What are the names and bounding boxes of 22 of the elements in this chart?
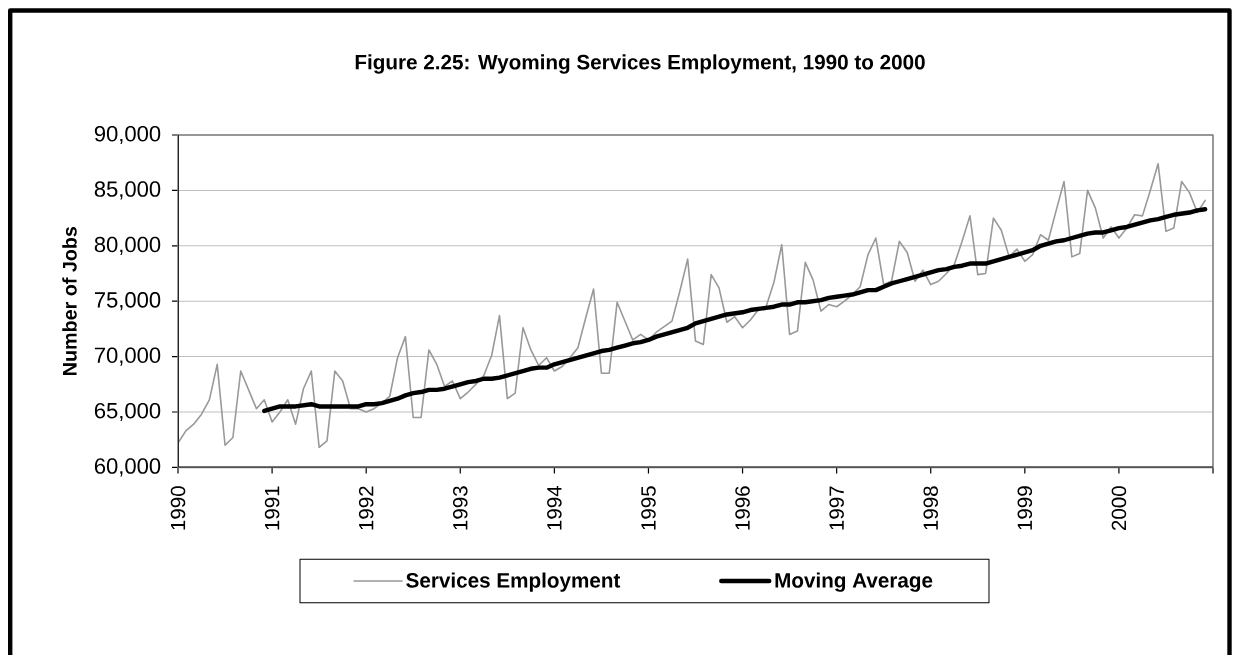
- x-tick-label: 1992: [358, 486, 374, 530]
- chart-title: Figure 2.25: Wyoming Services Employment, 1990 to 2000: [355, 54, 925, 74]
- y-tick-label: 85,000: [94, 181, 161, 200]
- x-tick-label: 1994: [547, 486, 562, 530]
- x-tick-label: 2000: [1111, 486, 1127, 531]
- y-tick-label: 70,000: [94, 347, 161, 366]
- x-tick-label: 1997: [829, 486, 844, 530]
- x-tick-label: 1993: [453, 486, 468, 530]
- x-tick-label: 1998: [923, 486, 939, 530]
- x-tick-label: 1996: [735, 486, 750, 530]
- legend-label: Moving Average: [775, 572, 933, 592]
- y-tick-label: 75,000: [94, 292, 161, 311]
- x-tick-label: 1999: [1017, 486, 1033, 530]
- legend-label: Services Employment: [406, 572, 621, 592]
- y-axis-title: Number of Jobs: [62, 226, 77, 375]
- x-tick-label: 1991: [264, 486, 280, 530]
- y-tick-label: 80,000: [94, 236, 161, 255]
- x-tick-label: 1990: [170, 486, 186, 530]
- y-tick-label: 90,000: [94, 125, 161, 145]
- y-tick-label: 60,000: [94, 458, 161, 477]
- x-tick-label: 1995: [641, 486, 656, 530]
- y-tick-label: 65,000: [94, 402, 161, 422]
